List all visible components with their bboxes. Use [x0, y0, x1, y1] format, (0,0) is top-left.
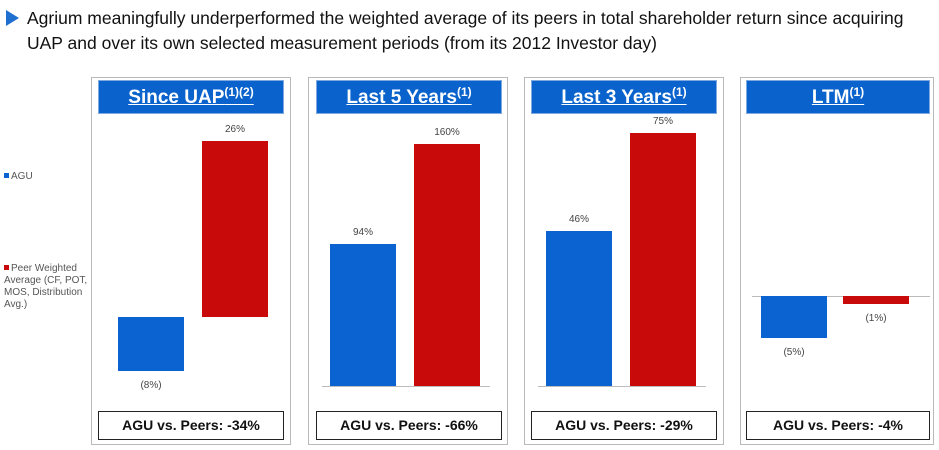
legend-agu: AGU [4, 171, 33, 183]
summary-since-uap: AGU vs. Peers: -34% [98, 411, 284, 440]
legend-agu-swatch [4, 173, 9, 178]
bar-ltm-peer [843, 296, 909, 305]
header-ltm: LTM(1) [746, 80, 930, 114]
value-label-last-5-years-agu: 94% [352, 227, 373, 239]
axis-baseline-last-3-years [538, 386, 706, 387]
value-label-since-uap-peer: 26% [224, 123, 245, 135]
value-label-last-5-years-peer: 160% [434, 127, 460, 139]
panel-last-3-years [524, 77, 724, 445]
legend-peer-swatch [4, 265, 9, 270]
summary-last-3-years: AGU vs. Peers: -29% [531, 411, 717, 440]
legend-peer: Peer Weighted Average (CF, POT, MOS, Dis… [4, 263, 94, 311]
header-last-5-years-title: Last 5 Years [346, 87, 457, 108]
header-since-uap-footnote: (1)(2) [224, 85, 254, 99]
header-since-uap-title: Since UAP [128, 87, 225, 108]
headline-text: Agrium meaningfully underperformed the w… [27, 8, 904, 53]
headline: Agrium meaningfully underperformed the w… [6, 6, 931, 56]
header-last-3-years-footnote: (1) [671, 85, 687, 99]
axis-baseline-last-5-years [322, 386, 490, 387]
panel-last-5-years [308, 77, 508, 445]
summary-last-5-years: AGU vs. Peers: -66% [316, 411, 502, 440]
bar-last-3-years-agu [546, 230, 612, 386]
bullet-arrow-icon [6, 10, 19, 26]
value-label-last-3-years-agu: 46% [568, 213, 589, 225]
header-last-3-years-title: Last 3 Years [561, 87, 672, 108]
bar-last-3-years-peer [630, 132, 696, 386]
header-since-uap: Since UAP(1)(2) [98, 80, 284, 114]
header-last-3-years: Last 3 Years(1) [531, 80, 717, 114]
header-last-5-years: Last 5 Years(1) [316, 80, 502, 114]
header-last-5-years-footnote: (1) [456, 85, 472, 99]
value-label-last-3-years-peer: 75% [652, 115, 673, 127]
bar-last-5-years-peer [414, 144, 480, 386]
header-ltm-footnote: (1) [849, 85, 865, 99]
value-label-ltm-agu: (5%) [783, 347, 805, 358]
bar-last-5-years-agu [330, 244, 396, 386]
bar-ltm-agu [761, 296, 827, 338]
bar-since-uap-peer [202, 140, 268, 317]
summary-ltm: AGU vs. Peers: -4% [746, 411, 930, 440]
panel-since-uap [91, 77, 291, 445]
bar-since-uap-agu [118, 317, 184, 372]
legend-agu-label: AGU [11, 171, 33, 182]
axis-baseline-ltm [752, 296, 930, 297]
value-label-since-uap-agu: (8%) [140, 380, 162, 392]
legend-peer-label: Peer Weighted Average (CF, POT, MOS, Dis… [4, 263, 88, 310]
panel-ltm [740, 77, 934, 445]
value-label-ltm-peer: (1%) [865, 313, 887, 325]
header-ltm-title: LTM [811, 87, 850, 108]
